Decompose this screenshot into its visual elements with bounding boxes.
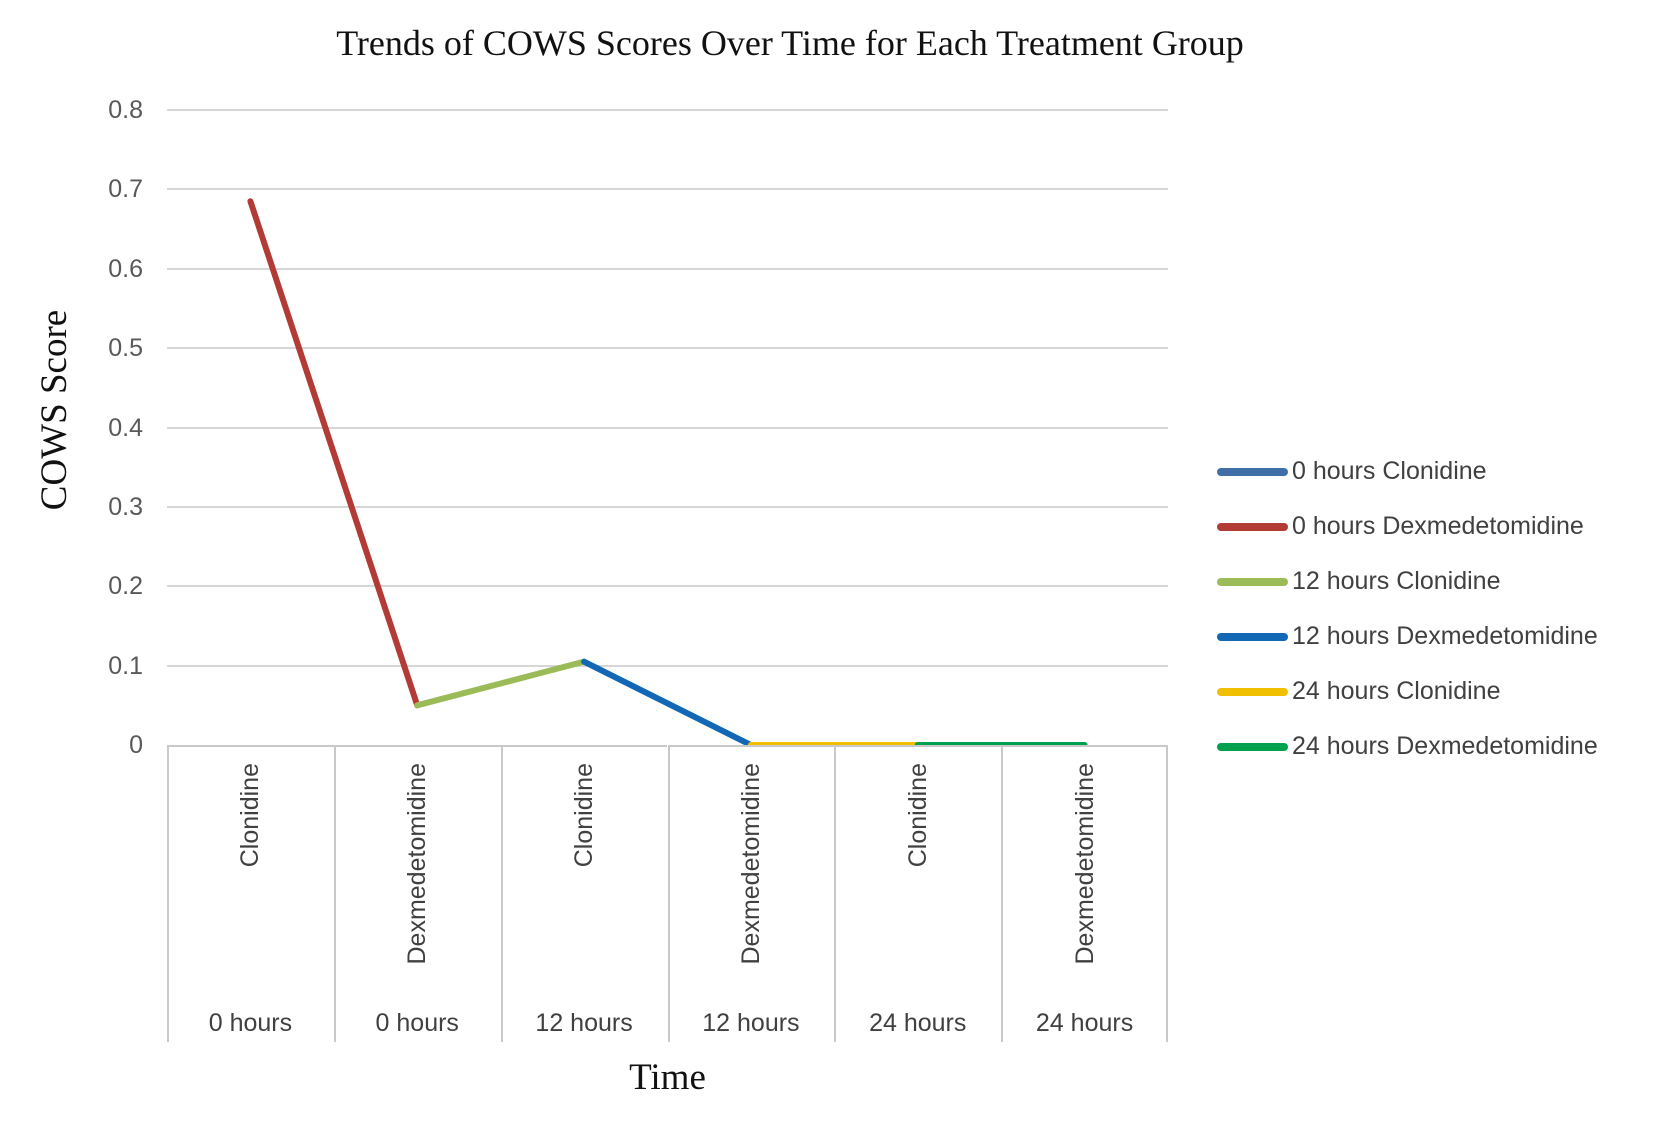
- category-time-label: 0 hours: [208, 1009, 293, 1037]
- legend-swatch-icon: [1217, 577, 1288, 586]
- gridline: [167, 347, 1168, 350]
- legend: 0 hours Clonidine 0 hours Dexmedetomidine…: [1217, 444, 1598, 774]
- legend-label: 12 hours Dexmedetomidine: [1292, 622, 1598, 650]
- trend-line-segment: [581, 658, 754, 745]
- cows-trend-line-plot: [247, 198, 1088, 745]
- gridline: [167, 267, 1168, 270]
- legend-label: 24 hours Dexmedetomidine: [1292, 732, 1598, 760]
- legend-label: 12 hours Clonidine: [1292, 567, 1501, 595]
- category-box: [1001, 745, 1168, 1042]
- y-tick-label: 0.1: [108, 651, 143, 680]
- category-time-label: 12 hours: [702, 1009, 800, 1037]
- gridline: [167, 188, 1168, 191]
- gridline: [167, 505, 1168, 508]
- legend-row: 24 hours Clonidine: [1217, 664, 1598, 719]
- category-drug-label: Dexmedetomidine: [1070, 763, 1099, 965]
- legend-swatch-icon: [1217, 467, 1288, 476]
- category-drug-label: Clonidine: [570, 763, 599, 868]
- legend-label: 24 hours Clonidine: [1292, 677, 1501, 705]
- category-box: [500, 745, 668, 1042]
- category-drug-label: Clonidine: [236, 763, 265, 868]
- legend-label: 0 hours Clonidine: [1292, 457, 1487, 485]
- y-tick-label: 0.2: [108, 572, 143, 601]
- category-box: [834, 745, 1002, 1042]
- y-tick-label: 0.7: [108, 175, 143, 204]
- legend-swatch-icon: [1217, 522, 1288, 531]
- legend-row: 12 hours Clonidine: [1217, 554, 1598, 609]
- legend-label: 0 hours Dexmedetomidine: [1292, 512, 1584, 540]
- gridline: [167, 109, 1168, 111]
- trend-line-segment: [247, 198, 421, 709]
- y-tick-label: 0.6: [108, 254, 143, 283]
- x-axis-title: Time: [629, 1057, 706, 1098]
- y-tick-label: 0: [129, 731, 143, 759]
- legend-row: 0 hours Dexmedetomidine: [1217, 499, 1598, 554]
- category-box: [167, 745, 334, 1042]
- category-time-label: 24 hours: [869, 1009, 967, 1037]
- legend-row: 24 hours Dexmedetomidine: [1217, 719, 1598, 774]
- category-box: [333, 745, 501, 1042]
- legend-row: 0 hours Clonidine: [1217, 444, 1598, 499]
- category-time-label: 12 hours: [535, 1009, 633, 1037]
- category-drug-label: Dexmedetomidine: [736, 763, 765, 965]
- y-tick-label: 0.8: [108, 96, 143, 124]
- trend-line-segment: [414, 658, 588, 709]
- legend-swatch-icon: [1217, 632, 1288, 641]
- y-tick-label: 0.3: [108, 492, 143, 521]
- legend-swatch-icon: [1217, 742, 1288, 751]
- y-tick-label: 0.4: [108, 413, 143, 442]
- category-time-label: 0 hours: [375, 1009, 459, 1037]
- category-box: [667, 745, 835, 1042]
- y-tick-label: 0.5: [108, 334, 143, 363]
- legend-swatch-icon: [1217, 687, 1288, 696]
- category-drug-label: Clonidine: [903, 763, 932, 868]
- gridline: [167, 585, 1168, 588]
- chart-title: Trends of COWS Scores Over Time for Each…: [336, 23, 1244, 63]
- category-time-label: 24 hours: [1035, 1009, 1134, 1037]
- gridline: [167, 664, 1168, 667]
- legend-row: 12 hours Dexmedetomidine: [1217, 609, 1598, 664]
- gridline: [167, 426, 1168, 429]
- category-drug-label: Dexmedetomidine: [403, 763, 432, 965]
